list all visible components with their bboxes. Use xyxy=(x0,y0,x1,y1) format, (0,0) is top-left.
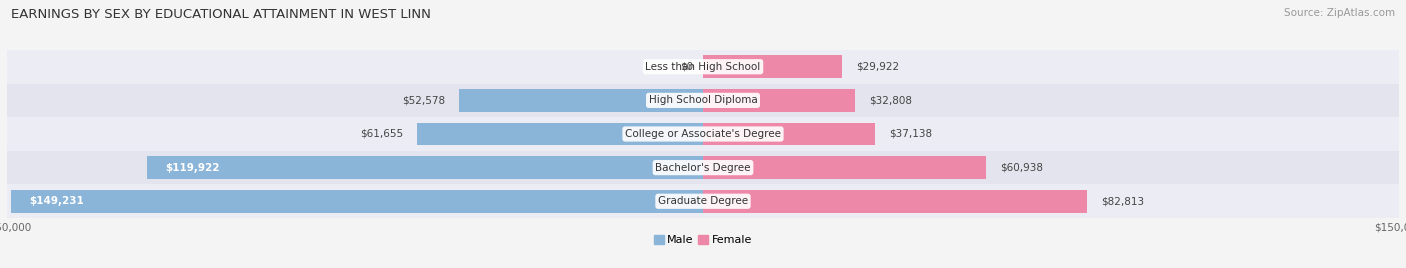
Text: $149,231: $149,231 xyxy=(30,196,84,206)
Text: $119,922: $119,922 xyxy=(165,163,219,173)
Text: EARNINGS BY SEX BY EDUCATIONAL ATTAINMENT IN WEST LINN: EARNINGS BY SEX BY EDUCATIONAL ATTAINMEN… xyxy=(11,8,432,21)
Text: $32,808: $32,808 xyxy=(869,95,912,105)
Text: Bachelor's Degree: Bachelor's Degree xyxy=(655,163,751,173)
Bar xyxy=(703,122,876,146)
Text: College or Associate's Degree: College or Associate's Degree xyxy=(626,129,780,139)
Text: Less than High School: Less than High School xyxy=(645,62,761,72)
Text: Source: ZipAtlas.com: Source: ZipAtlas.com xyxy=(1284,8,1395,18)
Bar xyxy=(7,84,1399,117)
Text: $29,922: $29,922 xyxy=(856,62,898,72)
Bar xyxy=(7,117,1399,151)
Bar xyxy=(703,55,842,78)
Text: $52,578: $52,578 xyxy=(402,95,446,105)
Text: High School Diploma: High School Diploma xyxy=(648,95,758,105)
Legend: Male, Female: Male, Female xyxy=(654,234,752,245)
Bar xyxy=(7,151,1399,184)
Bar xyxy=(458,89,703,112)
Text: $61,655: $61,655 xyxy=(360,129,404,139)
Bar xyxy=(7,50,1399,84)
Text: Graduate Degree: Graduate Degree xyxy=(658,196,748,206)
Text: $0: $0 xyxy=(681,62,693,72)
Bar xyxy=(703,156,986,179)
Bar xyxy=(418,122,703,146)
Bar xyxy=(146,156,703,179)
Bar xyxy=(11,190,703,213)
Bar xyxy=(703,89,855,112)
Text: $82,813: $82,813 xyxy=(1101,196,1144,206)
Bar xyxy=(7,184,1399,218)
Text: $60,938: $60,938 xyxy=(1000,163,1043,173)
Bar xyxy=(703,190,1087,213)
Text: $37,138: $37,138 xyxy=(889,129,932,139)
